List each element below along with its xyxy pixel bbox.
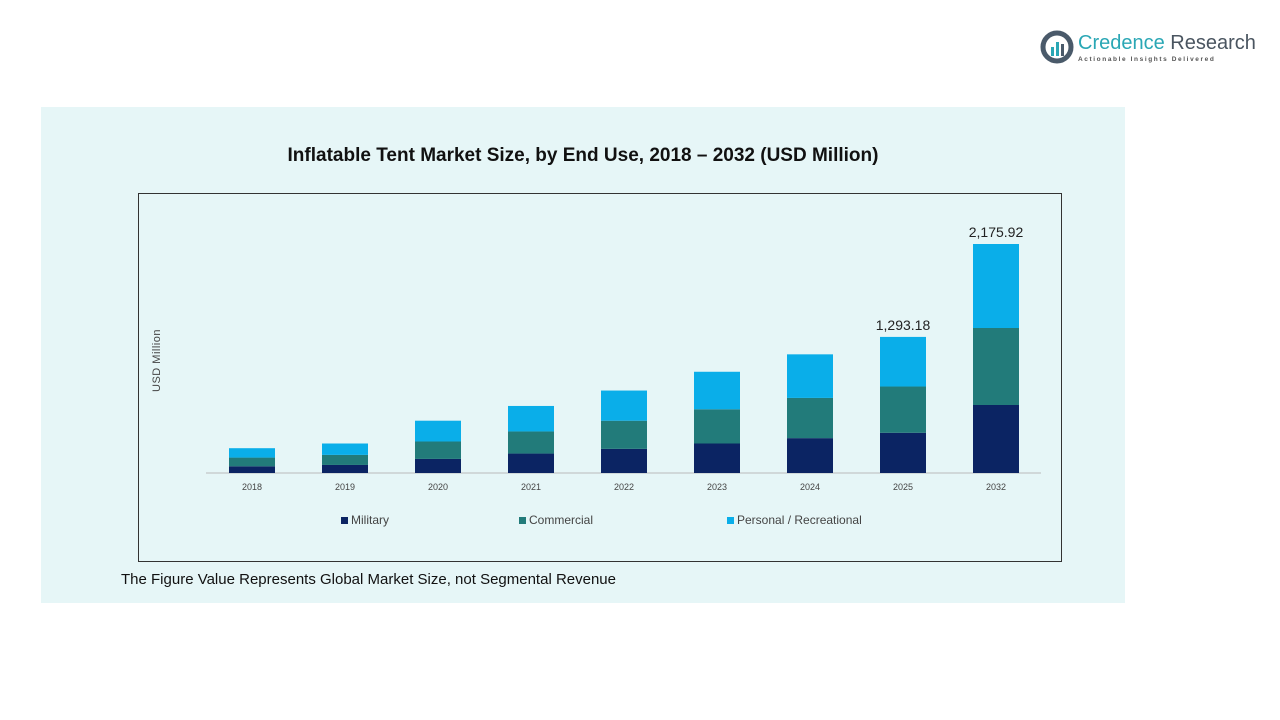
bar-personal-recreational-2023 <box>694 371 740 410</box>
x-tick-label: 2022 <box>614 482 634 492</box>
bar-commercial-2021 <box>508 431 554 454</box>
legend-item-personal-recreational: Personal / Recreational <box>727 513 862 527</box>
bar-commercial-2024 <box>787 397 833 439</box>
x-tick-label: 2021 <box>521 482 541 492</box>
bar-personal-recreational-2032 <box>973 244 1019 328</box>
bar-military-2021 <box>508 453 554 473</box>
bar-military-2032 <box>973 405 1019 473</box>
logo-text: Credence Research <box>1078 32 1256 54</box>
logo-tagline: Actionable Insights Delivered <box>1078 56 1216 63</box>
chart-title: Inflatable Tent Market Size, by End Use,… <box>287 145 879 166</box>
x-tick-label: 2018 <box>242 482 262 492</box>
bar-commercial-2018 <box>229 457 275 467</box>
legend-swatch <box>519 517 526 524</box>
legend-label: Commercial <box>529 513 594 527</box>
bar-military-2022 <box>601 448 647 473</box>
legend-label: Personal / Recreational <box>737 513 862 527</box>
logo-chart-icon <box>1040 30 1074 64</box>
bar-personal-recreational-2022 <box>601 390 647 421</box>
data-label: 1,293.18 <box>876 317 931 333</box>
x-tick-label: 2019 <box>335 482 355 492</box>
bar-commercial-2022 <box>601 420 647 449</box>
legend-label: Military <box>351 513 389 527</box>
bar-military-2020 <box>415 458 461 473</box>
data-label: 2,175.92 <box>969 224 1024 240</box>
x-tick-label: 2025 <box>893 482 913 492</box>
bar-personal-recreational-2025 <box>880 336 926 387</box>
bar-personal-recreational-2018 <box>229 448 275 458</box>
bar-personal-recreational-2020 <box>415 420 461 442</box>
chart-svg: 2018 2019 2020 2021 2022 2023 2024 2025 1,293.18… <box>206 224 1041 492</box>
bar-commercial-2019 <box>322 454 368 465</box>
plot-frame <box>138 193 1062 562</box>
bar-military-2024 <box>787 438 833 473</box>
bar-commercial-2032 <box>973 327 1019 406</box>
x-tick-label: 2020 <box>428 482 448 492</box>
legend-swatch <box>341 517 348 524</box>
bar-personal-recreational-2024 <box>787 354 833 398</box>
legend-swatch <box>727 517 734 524</box>
bar-commercial-2023 <box>694 409 740 444</box>
bar-military-2019 <box>322 464 368 473</box>
legend-item-commercial: Commercial <box>519 513 593 527</box>
bar-military-2025 <box>880 432 926 473</box>
bar-military-2018 <box>229 466 275 473</box>
bar-personal-recreational-2021 <box>508 405 554 432</box>
bar-commercial-2020 <box>415 441 461 459</box>
bar-military-2023 <box>694 443 740 473</box>
x-tick-label: 2032 <box>986 482 1006 492</box>
bar-personal-recreational-2019 <box>322 443 368 455</box>
x-tick-label: 2024 <box>800 482 820 492</box>
footnote: The Figure Value Represents Global Marke… <box>121 571 616 588</box>
x-tick-label: 2023 <box>707 482 727 492</box>
credence-research-logo: Credence Research Actionable Insights De… <box>1040 30 1256 70</box>
chart-panel: Inflatable Tent Market Size, by End Use,… <box>41 107 1125 603</box>
legend-item-military: Military <box>341 513 389 527</box>
bar-commercial-2025 <box>880 386 926 433</box>
